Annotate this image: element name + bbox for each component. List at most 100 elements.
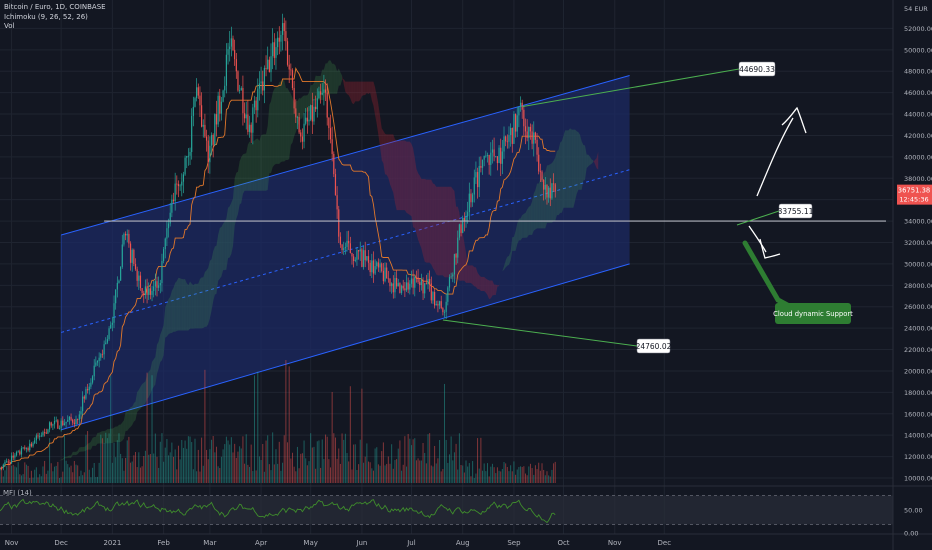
candle — [353, 254, 355, 268]
candle-body — [328, 117, 330, 129]
candle-body — [187, 155, 189, 157]
candle — [2, 463, 4, 471]
oscillator-label[interactable]: MFI (14) — [3, 489, 32, 497]
candle — [339, 232, 342, 248]
volume-bar — [168, 455, 170, 483]
candle — [131, 248, 133, 272]
cloud-segment-green — [128, 407, 131, 429]
candle-body — [324, 89, 327, 93]
volume-bar — [93, 462, 95, 483]
candle — [194, 96, 196, 108]
volume-bar — [397, 448, 399, 483]
candle-body — [353, 256, 355, 261]
candle — [386, 262, 388, 279]
volume-bar — [32, 477, 34, 483]
candle-body — [453, 254, 456, 275]
mfi-line — [0, 498, 556, 524]
candle-body — [391, 283, 393, 287]
candle — [260, 66, 262, 94]
volume-bar — [211, 439, 213, 483]
candle-body — [209, 145, 211, 163]
candle-body — [412, 278, 414, 288]
volume-bar — [60, 477, 62, 483]
price-tick-label: 46000.00 — [904, 89, 932, 97]
volume-bar — [379, 465, 381, 483]
candle-body — [354, 259, 356, 261]
candle-body — [427, 278, 429, 285]
candle — [242, 75, 244, 126]
cloud-segment-green — [163, 307, 166, 356]
volume-bar — [315, 468, 317, 483]
volume-bar — [24, 462, 26, 483]
candle-body — [235, 59, 237, 72]
candle — [258, 71, 261, 101]
symbol-title[interactable]: Bitcoin / Euro, 1D, COINBASE — [4, 3, 106, 11]
cloud-segment-green — [223, 221, 225, 271]
cloud-segment-green — [246, 144, 248, 191]
candle — [111, 316, 113, 332]
cloud-segment-green — [79, 447, 81, 452]
candle — [75, 415, 77, 427]
volume-bar — [498, 470, 500, 483]
volume-bar — [73, 461, 75, 483]
candle — [91, 375, 94, 385]
candle — [257, 78, 259, 118]
volume-label[interactable]: Vol — [4, 22, 15, 30]
time-tick-label: May — [303, 539, 317, 547]
cloud-segment-red — [432, 183, 435, 271]
indicator-label[interactable]: Ichimoku (9, 26, 52, 26) — [4, 12, 88, 21]
cloud-segment-red — [376, 95, 379, 136]
candle-body — [400, 285, 403, 293]
candle-body — [349, 243, 351, 253]
cloud-segment-green — [558, 142, 561, 216]
candle — [24, 445, 26, 451]
candle-body — [72, 419, 74, 423]
callout-box — [636, 338, 671, 354]
volume-bar — [404, 436, 406, 483]
candle-body — [14, 455, 16, 458]
cloud-segment-green — [224, 218, 227, 271]
candle-body — [44, 432, 46, 434]
candle-body — [483, 155, 485, 160]
candle-body — [348, 240, 350, 244]
price-tick-label: 24000.00 — [904, 325, 932, 333]
volume-bar — [311, 447, 313, 483]
candle-body — [506, 141, 508, 143]
candle-body — [351, 252, 353, 257]
volume-bar — [90, 477, 92, 483]
candle — [533, 121, 535, 157]
candle — [176, 175, 178, 195]
cloud-segment-green — [203, 271, 205, 328]
volume-bar — [159, 441, 161, 483]
candle-body — [361, 249, 363, 267]
volume-bar — [402, 464, 404, 483]
cloud-segment-green — [77, 447, 80, 455]
cloud-segment-red — [469, 265, 471, 283]
volume-bar — [87, 431, 89, 483]
cloud-segment-green — [571, 129, 574, 208]
candle-body — [101, 354, 104, 356]
candle-body — [12, 455, 14, 458]
volume-bar — [184, 440, 186, 483]
last-price-value: 36751.38 — [898, 187, 930, 195]
candle — [528, 126, 530, 150]
volume-bar — [139, 467, 141, 483]
candle — [199, 86, 201, 117]
volume-bar — [361, 388, 363, 483]
candle-body — [250, 124, 252, 133]
volume-bar — [6, 466, 8, 483]
volume-bar — [19, 474, 21, 483]
cloud-segment-green — [218, 228, 220, 281]
candle-body — [174, 183, 176, 202]
volume-bar — [192, 469, 194, 483]
candle — [281, 13, 284, 51]
candle — [331, 126, 333, 162]
volume-bar — [191, 442, 193, 483]
candle — [82, 391, 84, 416]
volume-bar — [420, 460, 422, 483]
candle-body — [288, 64, 290, 70]
candle — [50, 421, 52, 428]
cloud-segment-red — [441, 186, 443, 276]
candle — [48, 421, 51, 433]
